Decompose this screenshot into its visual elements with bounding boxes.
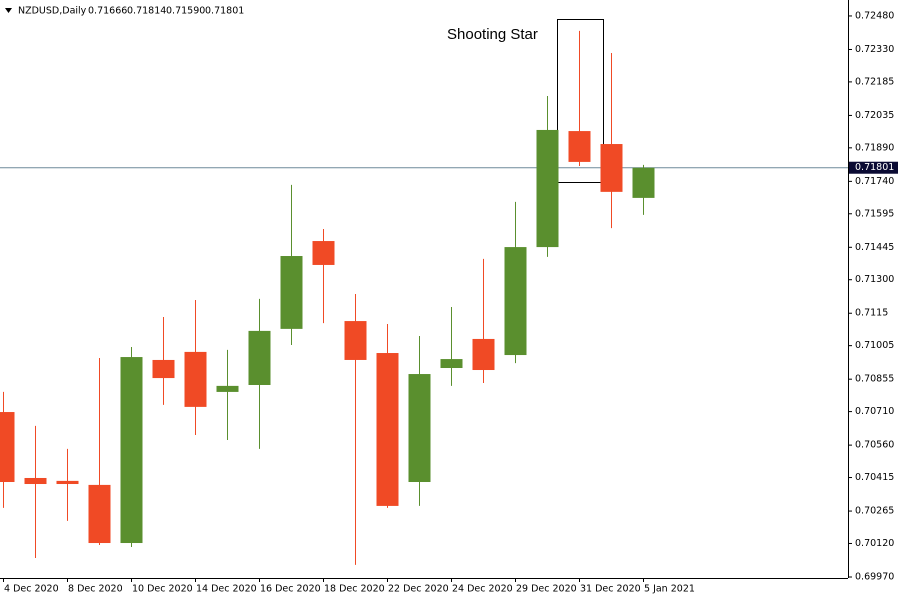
candle-body [120, 357, 143, 544]
current-price-box [849, 161, 898, 174]
ohlc-value: 0.71814 [127, 6, 166, 17]
x-tick-label: 18 Dec 2020 [324, 584, 385, 595]
y-tick-label: 0.71445 [855, 242, 894, 253]
y-tick-label: 0.70120 [855, 538, 894, 549]
y-tick-label: 0.7115 [855, 308, 888, 319]
candle-body [312, 241, 335, 265]
y-tick-label: 0.71890 [855, 142, 894, 153]
candle-body [184, 351, 207, 407]
candle-body [632, 167, 655, 198]
x-tick-label: 5 Jan 2021 [644, 584, 695, 595]
ohlc-value: 0.71666 [88, 6, 127, 17]
candle-body [504, 247, 527, 356]
y-tick-label: 0.70560 [855, 440, 894, 451]
y-tick-label: 0.72480 [855, 10, 894, 21]
x-tick-label: 8 Dec 2020 [68, 584, 123, 595]
menu-triangle[interactable] [5, 8, 12, 13]
candle-body [376, 353, 399, 506]
x-tick-label: 22 Dec 2020 [388, 584, 449, 595]
y-tick-label: 0.70855 [855, 374, 894, 385]
y-tick-label: 0.72035 [855, 110, 894, 121]
y-tick-label: 0.72330 [855, 44, 894, 55]
y-tick-label: 0.70415 [855, 472, 894, 483]
x-tick-label: 4 Dec 2020 [4, 584, 59, 595]
x-tick-label: 29 Dec 2020 [516, 584, 577, 595]
x-tick-label: 31 Dec 2020 [580, 584, 641, 595]
y-tick-label: 0.69970 [855, 572, 894, 583]
symbol-label: NZDUSD,Daily [18, 6, 87, 17]
candle-body [152, 359, 175, 379]
candle-body [408, 374, 431, 483]
y-tick-label: 0.71740 [855, 176, 894, 187]
y-tick-label: 0.71005 [855, 340, 894, 351]
candle-body [472, 338, 495, 371]
candle-body [536, 129, 559, 248]
x-tick-label: 10 Dec 2020 [132, 584, 193, 595]
annotation-box [557, 19, 604, 183]
candle-body [440, 359, 463, 369]
candle-body [248, 330, 271, 385]
ohlc-value: 0.71590 [166, 6, 205, 17]
y-tick-label: 0.70710 [855, 406, 894, 417]
candle-body [280, 256, 303, 329]
y-tick-label: 0.72185 [855, 76, 894, 87]
candle-body [344, 321, 367, 360]
y-tick-label: 0.71300 [855, 274, 894, 285]
x-tick-label: 14 Dec 2020 [196, 584, 257, 595]
candle-body [216, 385, 239, 392]
y-tick-label: 0.70265 [855, 506, 894, 517]
candle-body [88, 484, 111, 544]
y-tick-label: 0.71595 [855, 208, 894, 219]
candle-body [0, 412, 15, 483]
candle-body [600, 144, 623, 192]
annotation-text: Shooting Star [447, 26, 538, 43]
ohlc-value: 0.71801 [205, 6, 244, 17]
plot-area [0, 30, 848, 565]
x-tick-label: 24 Dec 2020 [452, 584, 513, 595]
current-price-label: 0.71801 [855, 162, 894, 173]
x-tick-label: 16 Dec 2020 [260, 584, 321, 595]
candle-body [56, 480, 79, 485]
candle-body [568, 131, 591, 162]
candle-body [24, 477, 47, 485]
